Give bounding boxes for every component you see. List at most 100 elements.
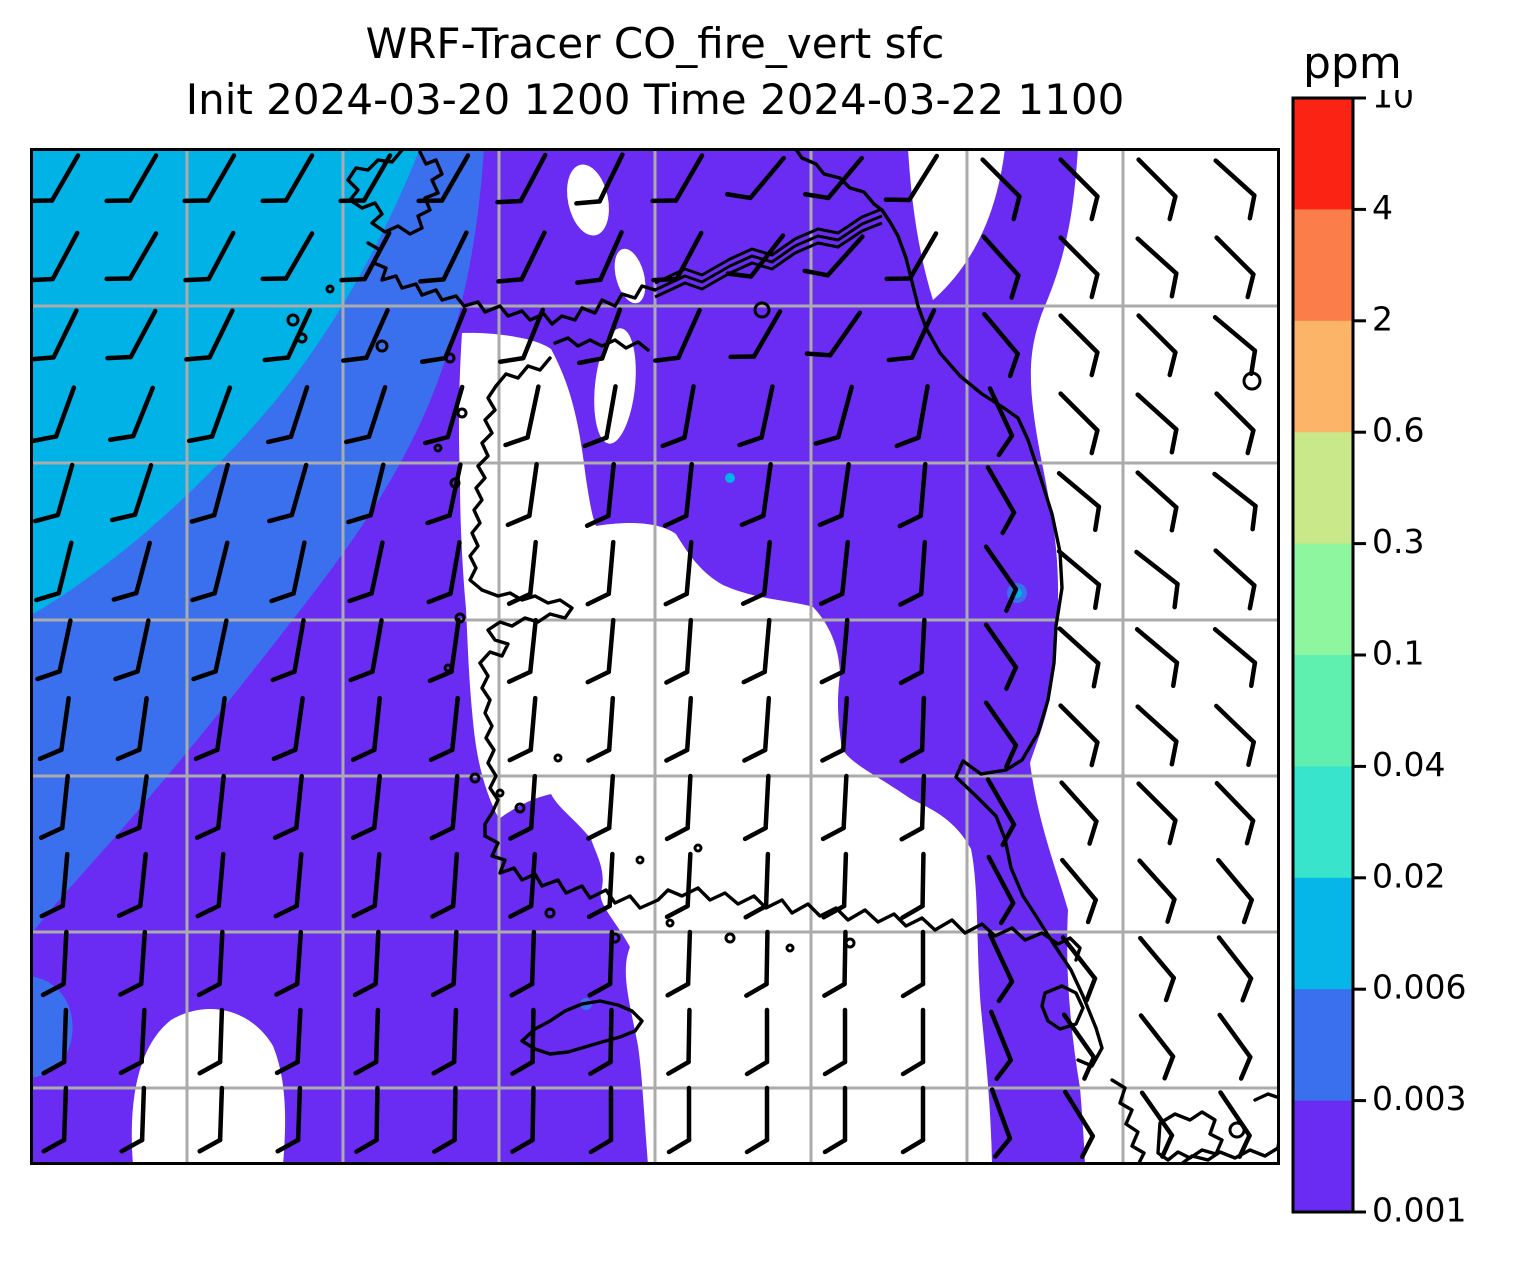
figure-title: WRF-Tracer CO_fire_vert sfc	[365, 19, 945, 68]
wind-barb	[271, 696, 305, 762]
wind-barb	[265, 385, 310, 445]
wind-barb-stem	[137, 696, 149, 752]
wind-barb-stem	[289, 462, 309, 518]
coastline-path	[483, 834, 1082, 962]
wind-barb-feather	[666, 1059, 691, 1076]
wind-barb-stem	[452, 1085, 458, 1143]
wind-barb-feather	[194, 825, 221, 840]
wind-barb-stem	[213, 618, 229, 674]
wind-barb-stem	[919, 617, 927, 675]
colorbar-tick-label: 2	[1372, 299, 1393, 338]
wind-barb	[1135, 236, 1179, 299]
wind-barb	[898, 539, 928, 607]
wind-barb	[37, 696, 71, 762]
wind-barb-stem	[439, 153, 471, 203]
wind-barb-stem	[764, 929, 770, 987]
wind-barb-stem	[684, 539, 694, 597]
wind-barb-stem	[1137, 858, 1177, 902]
wind-barb	[429, 773, 460, 841]
wind-barb-stem	[217, 1085, 225, 1143]
wind-barb	[1059, 780, 1099, 846]
wind-barb	[113, 618, 151, 682]
wind-barb	[986, 854, 1016, 926]
colorbar-tick-label: 0.003	[1372, 1079, 1466, 1118]
wind-barb-feather	[1241, 897, 1254, 925]
wind-barb-feather	[37, 747, 64, 762]
wind-barb	[666, 1085, 692, 1155]
wind-barb-stem	[295, 1085, 303, 1143]
wind-barb-feather	[193, 747, 220, 762]
wind-barb	[1139, 1090, 1175, 1159]
wind-barb-feather	[663, 591, 689, 607]
wind-barb-stem	[985, 777, 1017, 827]
wind-barb-feather	[350, 825, 377, 840]
wind-barb	[269, 540, 307, 604]
wind-barb	[585, 617, 616, 685]
wind-barb-stem	[1214, 781, 1256, 823]
wind-barb	[419, 307, 467, 364]
wind-barb-feather	[664, 669, 690, 685]
wind-barb	[582, 384, 618, 449]
wind-barb-feather	[270, 669, 297, 683]
wind-barb-stem	[530, 1085, 536, 1143]
wind-barb	[34, 540, 74, 603]
wind-barb-feather	[1163, 975, 1176, 1003]
wind-barb-stem	[1139, 1090, 1175, 1138]
colorbar-units-label: ppm	[1303, 38, 1402, 89]
wind-barb-stem	[1136, 781, 1178, 823]
figure-subtitle: Init 2024-03-20 1200 Time 2024-03-22 110…	[185, 75, 1125, 124]
wind-barb-stem	[530, 1007, 536, 1065]
wind-barb	[193, 696, 227, 762]
island-outline	[544, 907, 556, 919]
wind-barb-stem	[138, 851, 148, 909]
wind-barb	[650, 153, 705, 204]
wind-barb-stem	[1060, 857, 1098, 903]
wind-barb	[115, 774, 149, 840]
wind-barb	[41, 1007, 69, 1076]
wind-barb-feather	[1093, 582, 1102, 610]
island-outline	[635, 855, 645, 865]
dmz-border-line	[654, 207, 883, 285]
wind-barb	[186, 385, 233, 444]
wind-barb-feather	[744, 1059, 770, 1077]
island-outline	[724, 932, 736, 944]
wind-barb	[813, 384, 854, 446]
wind-barb-stem	[1136, 313, 1178, 355]
wind-barb	[1060, 935, 1098, 1003]
wind-barb-feather	[817, 513, 844, 528]
colorbar-segment	[1293, 432, 1353, 545]
wind-barb	[260, 153, 315, 204]
wind-barb-feather	[184, 355, 212, 362]
wind-barb-feather	[497, 355, 526, 364]
wind-barb	[1214, 703, 1256, 768]
wind-barb	[1214, 235, 1256, 300]
colorbar-segment	[1293, 655, 1353, 768]
wind-barb-stem	[528, 617, 538, 675]
wind-barb-feather	[728, 354, 757, 360]
wind-barb	[725, 233, 786, 279]
wind-barb-feather	[1004, 587, 1019, 613]
wind-barb-feather	[739, 513, 766, 528]
wind-barb-stem	[1212, 471, 1258, 509]
wind-barb-stem	[674, 230, 704, 282]
wind-barb-stem	[1057, 626, 1101, 666]
wind-barb	[1058, 157, 1100, 222]
wind-barb-stem	[138, 929, 148, 987]
wind-barb-stem	[1213, 158, 1257, 198]
wind-barb	[189, 462, 230, 524]
wind-barb	[576, 307, 623, 366]
wind-barb	[194, 773, 226, 840]
wind-barb	[737, 384, 775, 448]
wind-barb-stem	[1135, 704, 1179, 744]
wind-barb-feather	[33, 512, 61, 524]
wind-barb-feather	[584, 513, 611, 528]
wind-barb-feather	[994, 1057, 1013, 1081]
wind-barb-stem	[1136, 157, 1178, 199]
wind-barb-stem	[676, 307, 702, 361]
wind-barb-stem	[368, 462, 386, 518]
wind-barb	[1212, 627, 1258, 688]
wind-barb-feather	[348, 669, 375, 683]
wind-barb-feather	[897, 513, 923, 529]
wind-barb-feather	[505, 513, 532, 528]
wind-barb-feather	[429, 825, 455, 841]
